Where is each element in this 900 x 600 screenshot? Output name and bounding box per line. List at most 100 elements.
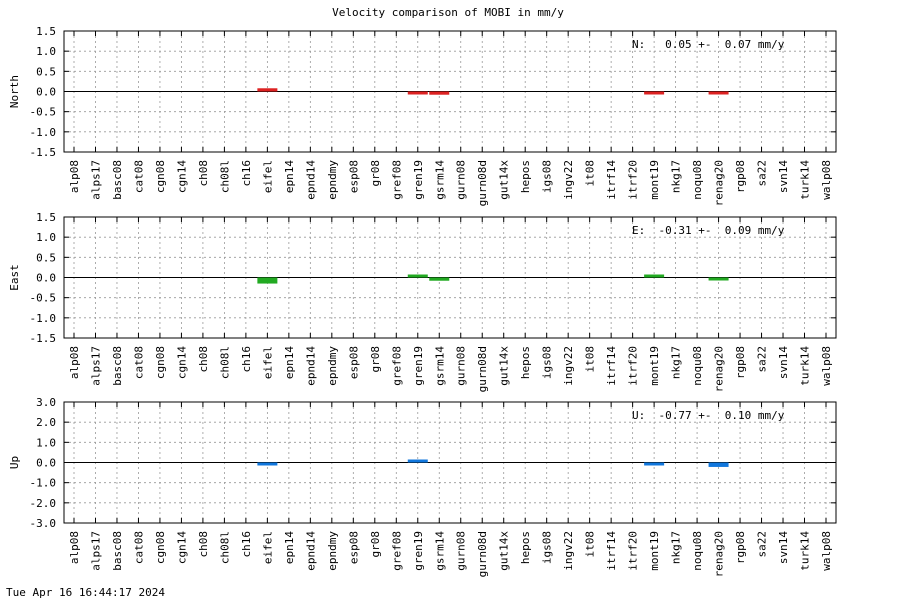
x-tick-label-ch08l: ch08l [218,531,231,564]
x-tick-label-gut14x: gut14x [498,160,511,200]
x-tick-label-cgn08: cgn08 [154,160,167,193]
x-tick-label-ch08: ch08 [197,531,210,558]
x-tick-label-esp08: esp08 [347,346,360,379]
y-tick-label: 1.0 [36,45,56,58]
chart-title: Velocity comparison of MOBI in mm/y [332,6,564,19]
x-tick-label-noqu08: noqu08 [691,531,704,571]
x-tick-label-turk14: turk14 [799,531,812,571]
x-tick-label-noqu08: noqu08 [691,160,704,200]
bar-east-renag20 [708,277,729,281]
panel-east: 1.5 1.0 0.5 0.0 -0.5 -1.0 -1.5 alp08 alps17 basc0… [8,211,837,392]
bar-north-eifel [257,88,278,92]
x-tick-label-ch08: ch08 [197,346,210,373]
x-tick-label-ingv22: ingv22 [562,346,575,386]
y-tick-label: -2.0 [30,497,57,510]
y-tick-label: 1.5 [36,25,56,38]
x-tick-label-gut14x: gut14x [498,346,511,386]
x-tick-label-eifel: eifel [261,346,274,379]
y-tick-label: 2.0 [36,416,56,429]
bar-north-mont19 [644,91,665,95]
x-tick-label-gsrm14: gsrm14 [433,160,446,200]
x-tick-label-igs08: igs08 [541,160,554,193]
y-tick-label: -0.5 [30,292,57,305]
x-tick-label-basc08: basc08 [111,346,124,386]
y-tick-label: -1.0 [30,477,57,490]
x-tick-label-gref08: gref08 [390,531,403,571]
x-tick-label-renag20: renag20 [713,531,726,577]
x-tick-label-sa22: sa22 [756,346,769,373]
x-tick-label-svn14: svn14 [777,160,790,193]
x-tick-label-nkg17: nkg17 [670,346,683,379]
x-tick-label-rgp08: rgp08 [734,160,747,193]
x-tick-label-epndmy: epndmy [326,531,339,571]
x-tick-label-mont19: mont19 [648,531,661,571]
x-tick-label-mont19: mont19 [648,346,661,386]
x-tick-label-ch08: ch08 [197,160,210,187]
x-tick-label-rgp08: rgp08 [734,346,747,379]
x-tick-label-itrf20: itrf20 [627,531,640,571]
summary-annotation: U: -0.77 +- 0.10 mm/y [632,409,785,422]
x-tick-label-walp08: walp08 [820,160,833,200]
x-tick-label-it08: it08 [584,346,597,373]
x-tick-label-gsrm14: gsrm14 [433,346,446,386]
plot-frame [63,216,837,339]
x-tick-label-ch16: ch16 [240,160,253,187]
x-tick-label-itrf20: itrf20 [627,160,640,200]
x-tick-label-turk14: turk14 [799,346,812,386]
x-tick-label-eifel: eifel [261,160,274,193]
y-tick-label: 1.0 [36,231,56,244]
panel-up: 3.0 2.0 1.0 0.0 -1.0 -2.0 -3.0 alp08 alps17 basc0… [8,396,837,577]
bar-east-eifel [257,277,278,284]
x-tick-label-gr08: gr08 [369,160,382,187]
x-tick-label-epn14: epn14 [283,160,296,193]
x-tick-label-cgn14: cgn14 [175,346,188,379]
x-tick-label-ch16: ch16 [240,346,253,373]
y-axis-label: East [8,264,21,291]
x-tick-label-ch08l: ch08l [218,346,231,379]
y-tick-label: -1.0 [30,312,57,325]
x-tick-label-gren19: gren19 [412,531,425,571]
x-tick-label-ch08l: ch08l [218,160,231,193]
x-tick-label-alp08: alp08 [68,531,81,564]
x-tick-label-noqu08: noqu08 [691,346,704,386]
x-tick-label-gref08: gref08 [390,160,403,200]
summary-annotation: E: -0.31 +- 0.09 mm/y [632,224,785,237]
x-tick-label-cgn14: cgn14 [175,160,188,193]
plot-frame [63,401,837,524]
y-tick-label: 1.5 [36,211,56,224]
x-tick-label-hepos: hepos [519,346,532,379]
x-tick-label-nkg17: nkg17 [670,531,683,564]
x-tick-label-basc08: basc08 [111,160,124,200]
x-tick-label-sa22: sa22 [756,160,769,187]
x-tick-label-cgn08: cgn08 [154,531,167,564]
y-tick-label: -3.0 [30,517,57,530]
x-tick-label-gren19: gren19 [412,160,425,200]
panel-north: 1.5 1.0 0.5 0.0 -0.5 -1.0 -1.5 alp08 alps17 basc0… [8,25,837,206]
x-tick-label-igs08: igs08 [541,531,554,564]
y-tick-label: -1.5 [30,332,57,345]
x-tick-label-ingv22: ingv22 [562,531,575,571]
x-tick-label-itrf14: itrf14 [605,531,618,571]
x-tick-label-renag20: renag20 [713,160,726,206]
y-tick-label: 0.5 [36,65,56,78]
x-tick-label-it08: it08 [584,160,597,187]
x-tick-label-cat08: cat08 [132,531,145,564]
x-tick-label-alp08: alp08 [68,160,81,193]
x-tick-label-svn14: svn14 [777,531,790,564]
y-tick-label: 0.0 [36,457,56,470]
y-tick-label: -1.0 [30,126,57,139]
x-tick-label-it08: it08 [584,531,597,558]
x-tick-label-alps17: alps17 [89,160,102,200]
summary-annotation: N: 0.05 +- 0.07 mm/y [632,38,785,51]
plot-frame [63,30,837,153]
x-tick-label-nkg17: nkg17 [670,160,683,193]
bar-east-mont19 [644,274,665,278]
x-tick-label-gut14x: gut14x [498,531,511,571]
x-tick-label-mont19: mont19 [648,160,661,200]
x-tick-label-epn14: epn14 [283,531,296,564]
bar-up-gren19 [407,459,428,463]
x-tick-label-esp08: esp08 [347,531,360,564]
y-tick-label: -0.5 [30,106,57,119]
x-tick-label-gurn08: gurn08 [455,346,468,386]
